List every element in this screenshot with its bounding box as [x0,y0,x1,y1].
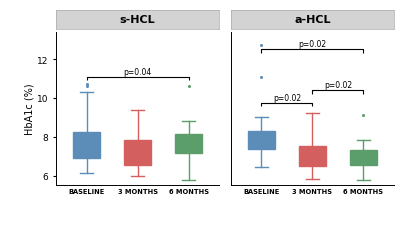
Text: p=0.02: p=0.02 [298,40,326,49]
Y-axis label: HbA1c (%): HbA1c (%) [24,83,34,135]
PathPatch shape [248,131,274,150]
PathPatch shape [299,146,326,166]
PathPatch shape [73,132,100,158]
PathPatch shape [176,134,202,154]
Text: p=0.02: p=0.02 [273,94,301,103]
PathPatch shape [124,140,151,165]
Text: p=0.02: p=0.02 [324,81,352,90]
Text: p=0.04: p=0.04 [124,68,152,76]
PathPatch shape [350,151,377,165]
